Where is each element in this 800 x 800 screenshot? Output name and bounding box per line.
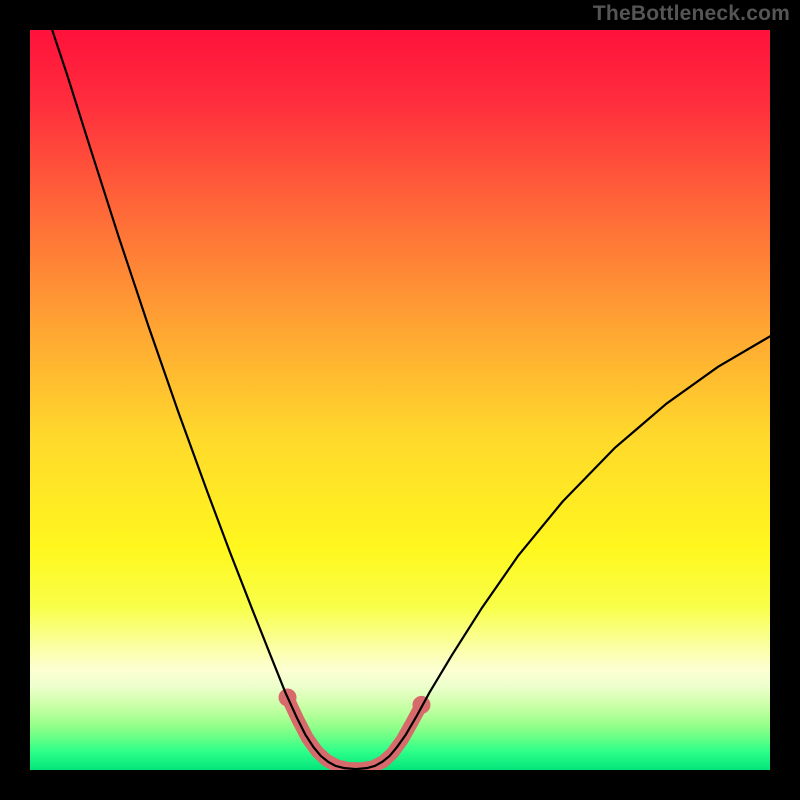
plot-background-gradient	[30, 30, 770, 770]
watermark-text: TheBottleneck.com	[593, 2, 790, 26]
highlight-end-marker	[412, 696, 430, 714]
bottleneck-curve-chart	[0, 0, 800, 800]
chart-stage: TheBottleneck.com	[0, 0, 800, 800]
